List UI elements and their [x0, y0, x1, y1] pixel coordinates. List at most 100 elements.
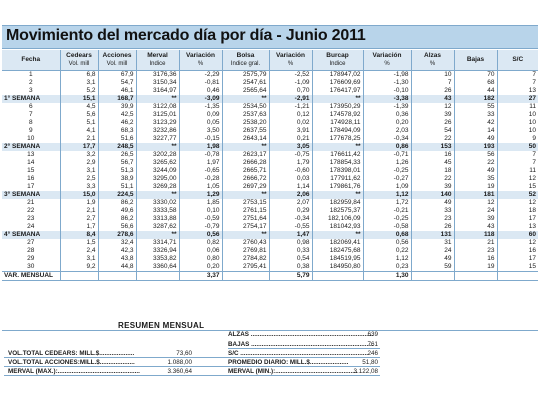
table-cell: 2,1	[60, 134, 99, 143]
table-cell: **	[136, 94, 180, 103]
table-cell: 168,7	[98, 94, 137, 103]
table-cell: 3,1	[60, 254, 99, 263]
table-cell: 2,1	[60, 206, 99, 215]
table-cell: 3287,62	[136, 222, 180, 231]
table-cell: 1,98	[179, 142, 223, 151]
table-cell: 56,6	[98, 222, 137, 231]
table-cell: 42,5	[98, 110, 137, 119]
table-cell: 12	[454, 198, 498, 207]
column-header-unit: Indice gral.	[230, 60, 261, 67]
table-cell: 31	[411, 238, 455, 247]
table-cell: 2,03	[363, 126, 412, 135]
promedio-value: 51,80	[362, 359, 378, 366]
week-summary-row: 1° SEMANA 15,1 168,7 ** -3,09 ** -2,91 ** -3,38 4…	[2, 94, 538, 103]
table-cell: -0,81	[179, 78, 223, 87]
table-cell: 3,50	[179, 126, 223, 135]
table-cell: 2751,64	[222, 214, 270, 223]
table-cell: -0,55	[269, 222, 313, 231]
table-cell: 182475,68	[312, 246, 364, 255]
sc-value: 246	[367, 350, 378, 357]
table-cell: 1,12	[363, 190, 412, 199]
table-cell: 5,6	[60, 110, 99, 119]
column-header-unit: %	[287, 60, 294, 67]
week-summary-row: 4° SEMANA 8,4 278,6 ** 0,56 ** 1,47 ** 0,68 131 11…	[2, 230, 538, 239]
table-cell: 2547,61	[222, 78, 270, 87]
table-cell: **	[222, 94, 270, 103]
monthly-variation-row: VAR. MENSUAL 3,37 5,79 1,30	[2, 270, 538, 281]
table-cell: 2666,72	[222, 174, 270, 183]
table-cell: 248,5	[98, 142, 137, 151]
column-header-label: Fecha	[21, 55, 41, 63]
column-header-unit: Indice	[329, 60, 346, 67]
table-cell: 193	[454, 142, 498, 151]
cedears-total-value: 73,60	[176, 350, 192, 357]
table-cell: 10	[528, 118, 536, 126]
table-cell: 68,3	[98, 126, 137, 135]
table-cell: 23	[454, 246, 498, 255]
merval-min-value: 3.122,08	[353, 368, 378, 375]
table-cell: 0,29	[269, 206, 313, 215]
table-cell: -0,28	[179, 174, 223, 183]
table-cell: 17	[528, 214, 536, 222]
table-cell: 43	[454, 222, 498, 231]
table-cell: 3360,64	[136, 262, 180, 271]
column-header-label: Bajas	[466, 55, 485, 63]
table-cell: 0,05	[179, 118, 223, 127]
table-cell: 2754,17	[222, 222, 270, 231]
summary-title: RESUMEN MENSUAL	[118, 321, 205, 330]
table-cell: 0,12	[269, 110, 313, 119]
table-cell: 10	[528, 110, 536, 118]
table-row: 8 5,1 46,2 3123,29 0,05 2538,20 0,02 174928,11 0…	[2, 118, 538, 127]
table-cell: 1,47	[269, 230, 313, 239]
table-cell: 33	[411, 206, 455, 215]
table-cell: 174928,11	[312, 118, 364, 127]
table-cell: 4° SEMANA	[2, 230, 61, 239]
table-cell: 7	[411, 78, 455, 87]
table-cell: 0,22	[363, 246, 412, 255]
table-cell: 2	[2, 78, 61, 87]
table-cell: 13	[528, 86, 536, 94]
table-cell: 3150,34	[136, 78, 180, 87]
table-cell: 15	[528, 262, 536, 270]
merval-min-label: MERVAL (MIN.):..........................…	[228, 368, 358, 375]
table-cell: -2,29	[179, 70, 223, 79]
table-cell: 5,1	[60, 118, 99, 127]
table-cell: 32,4	[98, 238, 137, 247]
table-cell: 3,1	[60, 166, 99, 175]
table-body: 1 6,8 67,9 3176,36 -2,29 2575,79 -2,52 178947,0…	[2, 70, 538, 281]
acciones-total-value: 1.088,00	[167, 359, 192, 366]
table-cell: -0,59	[179, 214, 223, 223]
table-cell: 0,20	[363, 118, 412, 127]
table-cell: **	[312, 142, 364, 151]
table-cell: 9,2	[60, 262, 99, 271]
column-header: Variación%	[363, 50, 412, 71]
table-cell: 10	[411, 70, 455, 79]
table-cell: 55	[454, 102, 498, 111]
table-cell: 16	[2, 174, 61, 183]
table-cell: 1,72	[363, 198, 412, 207]
table-cell: 0,23	[363, 262, 412, 271]
table-cell: **	[222, 230, 270, 239]
table-cell: 26	[411, 222, 455, 231]
table-cell: -0,75	[269, 150, 313, 159]
table-cell: 26	[411, 86, 455, 95]
table-cell: 11	[529, 102, 536, 110]
column-header-unit: Vol. mill	[106, 60, 128, 67]
table-cell: 22	[454, 158, 498, 167]
table-cell: 28	[2, 246, 61, 255]
table-row: 15 3,1 51,3 3244,09 -0,65 2665,71 -0,60 178398,…	[2, 166, 538, 175]
table-cell: 49	[454, 134, 498, 143]
table-cell: 3330,02	[136, 198, 180, 207]
table-cell: -0,15	[179, 134, 223, 143]
table-cell: 3122,08	[136, 102, 180, 111]
table-cell: 3269,28	[136, 182, 180, 191]
table-cell: 0,03	[269, 174, 313, 183]
table-cell: 1,29	[179, 190, 223, 199]
summary-divider	[228, 348, 380, 349]
table-cell: 26,5	[98, 150, 137, 159]
table-row: 14 2,9 56,7 3265,62 1,97 2666,28 1,79 178854,33…	[2, 158, 538, 167]
table-cell: 24	[411, 246, 455, 255]
table-row: 2 3,1 54,7 3150,34 -0,81 2547,61 -1,09 176609,6…	[2, 78, 538, 87]
table-cell: 3,91	[269, 126, 313, 135]
table-cell: -0,21	[363, 206, 412, 215]
